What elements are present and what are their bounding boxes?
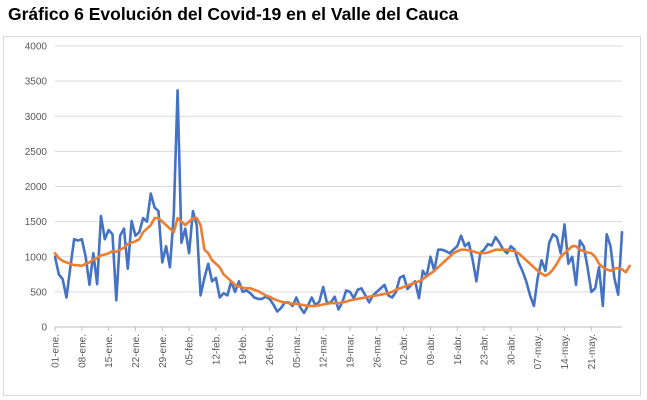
x-axis: 01-ene. 08-ene. 15-ene. 22-ene. 29-ene. 05-fe… (51, 326, 622, 369)
series-line-daily (53, 88, 624, 315)
x-tick-label: 19-mar. (345, 334, 356, 368)
x-tick-label: 07-may. (533, 334, 544, 369)
y-tick-label: 1500 (25, 217, 48, 228)
series-line-average (53, 216, 631, 308)
y-tick-label: 500 (30, 287, 47, 298)
x-tick-label: 19-feb. (238, 334, 249, 365)
x-tick-label: 26-mar. (372, 334, 383, 368)
x-tick-label: 12-mar. (319, 334, 330, 368)
x-tick-label: 29-ene. (158, 334, 169, 368)
x-tick-label: 30-abr. (506, 334, 517, 365)
y-tick-label: 4000 (25, 42, 48, 53)
gridlines (55, 45, 622, 293)
x-tick-label: 08-ene. (77, 334, 88, 368)
x-tick-label: 26-feb. (265, 334, 276, 365)
x-tick-label: 05-feb. (185, 334, 196, 365)
y-tick-label: 1000 (25, 252, 48, 263)
x-tick-label: 09-abr. (426, 334, 437, 365)
y-axis: 0 500 1000 1500 2000 2500 3000 3500 4000 (25, 42, 48, 334)
y-tick-label: 0 (41, 323, 47, 334)
y-tick-label: 2000 (25, 182, 48, 193)
x-tick-label: 14-may. (560, 334, 571, 369)
x-tick-label: 22-ene. (131, 334, 142, 368)
x-tick-label: 21-may. (587, 334, 598, 369)
y-tick-label: 3500 (25, 77, 48, 88)
y-tick-label: 2500 (25, 147, 48, 158)
y-tick-label: 3000 (25, 112, 48, 123)
x-tick-label: 16-abr. (453, 334, 464, 365)
x-tick-label: 15-ene. (104, 334, 115, 368)
series-lines (53, 88, 631, 315)
x-tick-label: 01-ene. (51, 334, 62, 368)
x-tick-label: 05-mar. (292, 334, 303, 368)
chart-frame (3, 36, 641, 396)
x-tick-label: 12-feb. (211, 334, 222, 365)
x-tick-label: 23-abr. (480, 334, 491, 365)
chart-title: Gráfico 6 Evolución del Covid-19 en el V… (8, 4, 459, 24)
x-tick-label: 02-abr. (399, 334, 410, 365)
